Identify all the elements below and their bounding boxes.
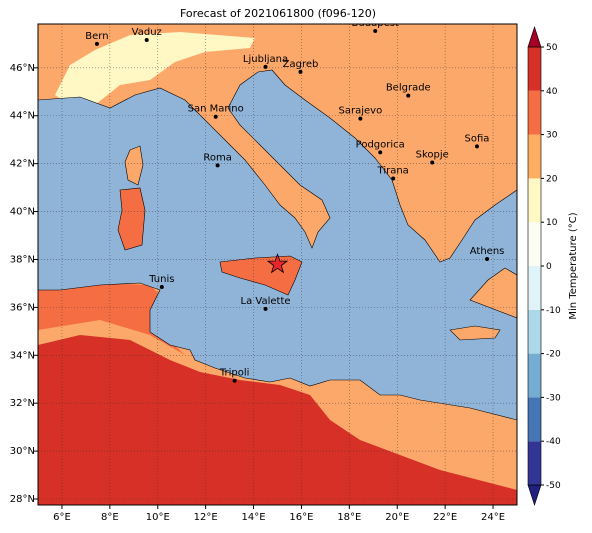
location-star <box>266 253 289 274</box>
colorbar-segment <box>528 353 541 398</box>
sardinia <box>117 187 146 251</box>
city-dot <box>215 163 220 168</box>
x-tick-label: 6°E <box>53 512 71 523</box>
city-label: Podgorica <box>356 139 405 150</box>
alps-cool-zone <box>55 32 255 108</box>
colorbar-segment <box>528 397 541 442</box>
x-tick-label: 8°E <box>101 512 119 523</box>
city-dot <box>406 93 411 98</box>
y-tick-label: 40°N <box>10 207 35 218</box>
colorbar-segment <box>528 90 541 135</box>
city-label: San Marino <box>188 104 244 115</box>
city-dot <box>373 28 378 33</box>
y-tick-label: 28°N <box>10 494 35 505</box>
x-tick-label: 20°E <box>385 512 409 523</box>
city-label: Tripoli <box>219 368 250 379</box>
y-tick-label: 44°N <box>10 111 35 122</box>
y-tick-label: 46°N <box>10 63 35 74</box>
y-tick-label: 34°N <box>10 350 35 361</box>
colorbar-label: Min Temperature (°C) <box>568 212 579 319</box>
city-label: Zagreb <box>283 59 319 70</box>
y-tick-label: 32°N <box>10 398 35 409</box>
axes: 6°E 8°E 10°E 12°E 14°E 16°E 18°E 20°E 22°E 24°E 28… <box>10 63 505 523</box>
city-dot <box>298 69 303 74</box>
y-tick-label: 36°N <box>10 302 35 313</box>
city-label: Skopje <box>416 149 449 160</box>
city-dot <box>94 41 99 46</box>
graticule <box>38 24 517 505</box>
colorbar-tick-label: -20 <box>546 350 561 360</box>
x-tick-label: 10°E <box>146 512 170 523</box>
title: Forecast of 2021061800 (f096-120) <box>180 7 376 20</box>
colorbar-tick-label: 40 <box>546 87 558 97</box>
city-dot <box>263 306 268 311</box>
colorbar-extend-top <box>527 26 542 48</box>
city-label: Budapest <box>352 18 399 29</box>
colorbar-segment <box>528 309 541 354</box>
city-dot <box>232 378 237 383</box>
corsica <box>124 145 144 186</box>
colorbar-tick-label: 30 <box>546 131 558 141</box>
crete <box>449 325 501 341</box>
y-tick-label: 42°N <box>10 159 35 170</box>
x-tick-label: 24°E <box>481 512 505 523</box>
x-tick-label: 16°E <box>289 512 313 523</box>
colorbar-tick-label: -30 <box>546 393 561 403</box>
colorbar-segment <box>528 441 541 485</box>
map-frame <box>37 23 518 506</box>
colorbar-tick-label: 20 <box>546 174 558 184</box>
x-tick-label: 22°E <box>433 512 457 523</box>
colorbar-tick-label: -40 <box>546 437 561 447</box>
city-dot <box>263 64 268 69</box>
y-tick-label: 30°N <box>10 446 35 457</box>
sea <box>38 69 517 421</box>
colorbar-tick-label: 10 <box>546 218 558 228</box>
colorbar-tick-label: 50 <box>546 43 558 53</box>
colorbar-segment <box>528 134 541 179</box>
city-dot <box>144 38 149 43</box>
colorbar-segment <box>528 47 541 91</box>
city-dot <box>430 160 435 165</box>
colorbar-segment <box>528 266 541 310</box>
x-tick-label: 14°E <box>242 512 266 523</box>
colorbar-extend-bottom <box>527 484 542 506</box>
colorbar-tick-label: 0 <box>546 262 552 272</box>
colorbar: -50 -40 -30 -20 -10 0 10 20 30 40 50 <box>527 26 561 506</box>
city-label: Tunis <box>148 274 174 285</box>
colorbar-segment <box>528 222 541 266</box>
city-label: Tirana <box>377 166 409 177</box>
city-label: Sarajevo <box>339 106 383 117</box>
city-dot <box>378 150 383 155</box>
city-dot <box>213 114 218 119</box>
city-dot <box>475 144 480 149</box>
city-dot <box>358 116 363 121</box>
city-dot <box>485 256 490 261</box>
y-tick-label: 38°N <box>10 254 35 265</box>
city-label: Sofia <box>465 133 490 144</box>
city-label: Ljubljana <box>243 54 288 65</box>
colorbar-tick-label: -10 <box>546 306 561 316</box>
city-label: La Valette <box>241 296 291 307</box>
city-label: Vaduz <box>132 27 162 38</box>
x-tick-label: 18°E <box>337 512 361 523</box>
coastal-warm-zone <box>38 283 185 355</box>
colorbar-tick-label: -50 <box>546 481 561 491</box>
city-label: Athens <box>470 246 505 257</box>
city-dot <box>159 285 164 290</box>
city-label: Bern <box>85 31 108 42</box>
city-label: Roma <box>203 152 232 163</box>
x-tick-label: 12°E <box>194 512 218 523</box>
colorbar-segment <box>528 178 541 223</box>
city-label: Belgrade <box>386 83 431 94</box>
city-dot <box>391 176 396 181</box>
